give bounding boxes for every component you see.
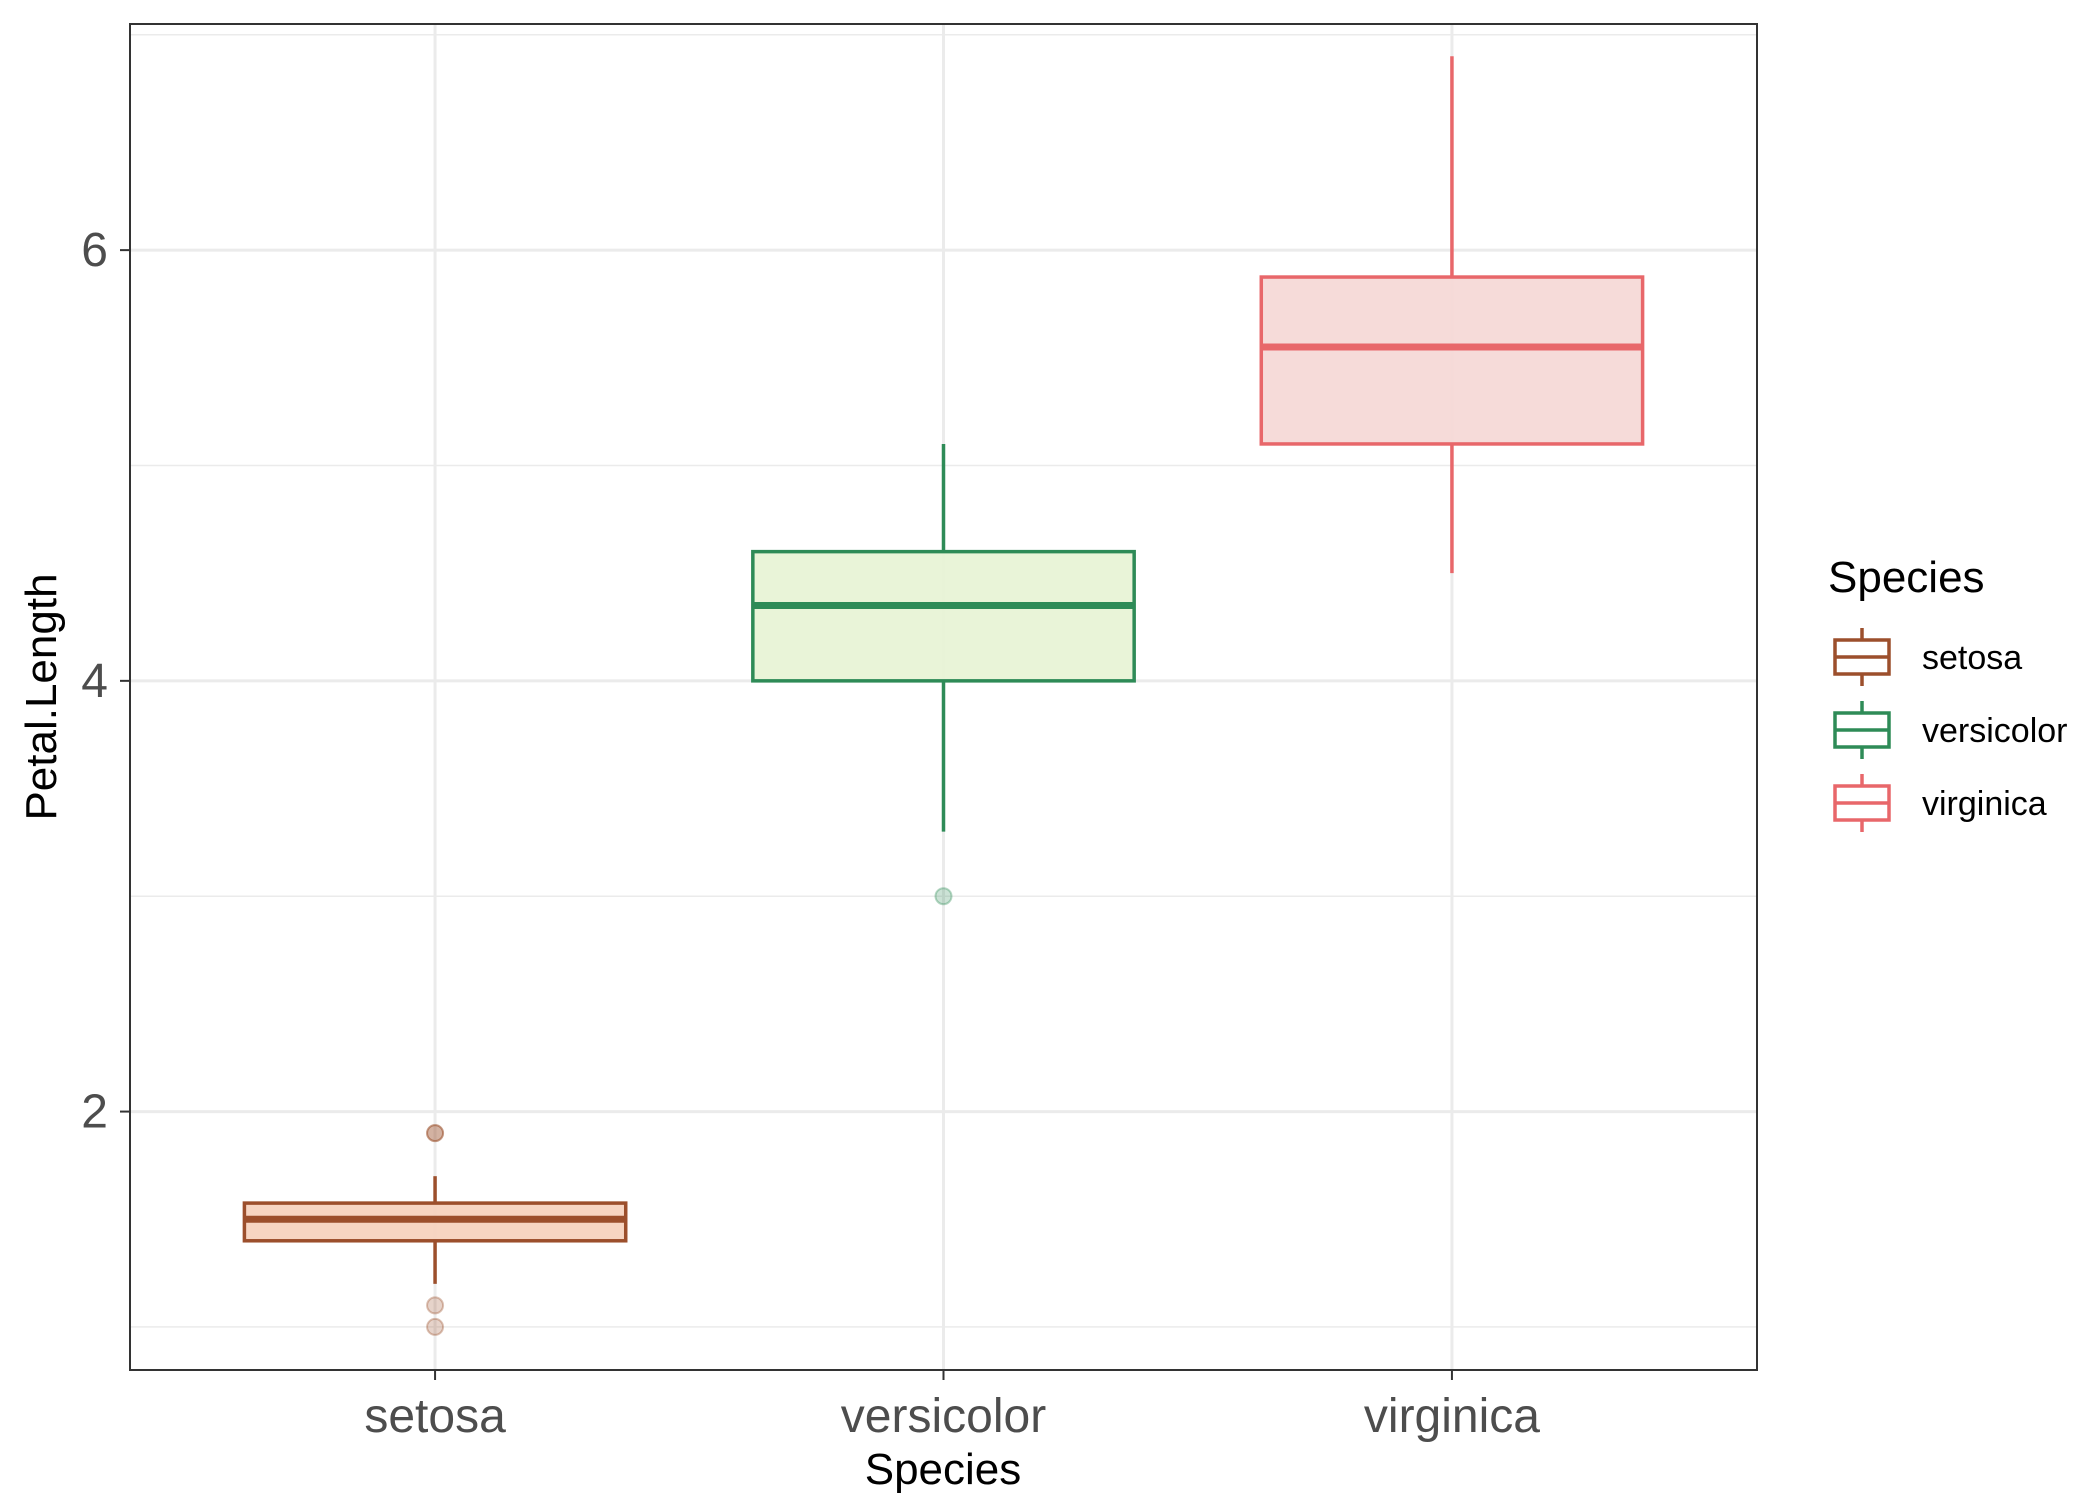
x-axis: setosa versicolor virginica — [364, 1370, 1540, 1443]
legend-label: setosa — [1922, 639, 2022, 677]
box-iqr — [1259, 275, 1645, 446]
outlier-point — [426, 1124, 445, 1143]
outlier-point — [426, 1317, 445, 1336]
y-axis-title: Petal.Length — [17, 573, 66, 820]
box-setosa — [242, 1124, 628, 1336]
y-axis: 2 4 6 — [81, 224, 130, 1139]
y-tick-label: 2 — [81, 1086, 108, 1139]
box-layer — [242, 56, 1645, 1336]
legend-title: Species — [1828, 553, 1985, 602]
x-tick-label: versicolor — [841, 1390, 1046, 1443]
box-iqr — [751, 549, 1136, 683]
y-tick-label: 4 — [81, 655, 108, 708]
x-axis-title: Species — [865, 1445, 1022, 1494]
box-virginica — [1259, 56, 1645, 574]
legend-item-virginica: virginica — [1833, 774, 2047, 832]
legend: Species setosa versicolor virginica — [1828, 553, 2067, 832]
box-versicolor — [751, 443, 1136, 906]
legend-label: virginica — [1922, 785, 2047, 823]
legend-item-versicolor: versicolor — [1833, 701, 2067, 759]
x-tick-label: virginica — [1364, 1390, 1540, 1443]
legend-label: versicolor — [1922, 712, 2067, 750]
legend-item-setosa: setosa — [1833, 628, 2022, 686]
y-tick-label: 6 — [81, 224, 108, 277]
outlier-point — [426, 1124, 445, 1143]
outlier-point — [426, 1296, 445, 1315]
x-tick-label: setosa — [364, 1390, 506, 1443]
outlier-point — [934, 887, 953, 906]
